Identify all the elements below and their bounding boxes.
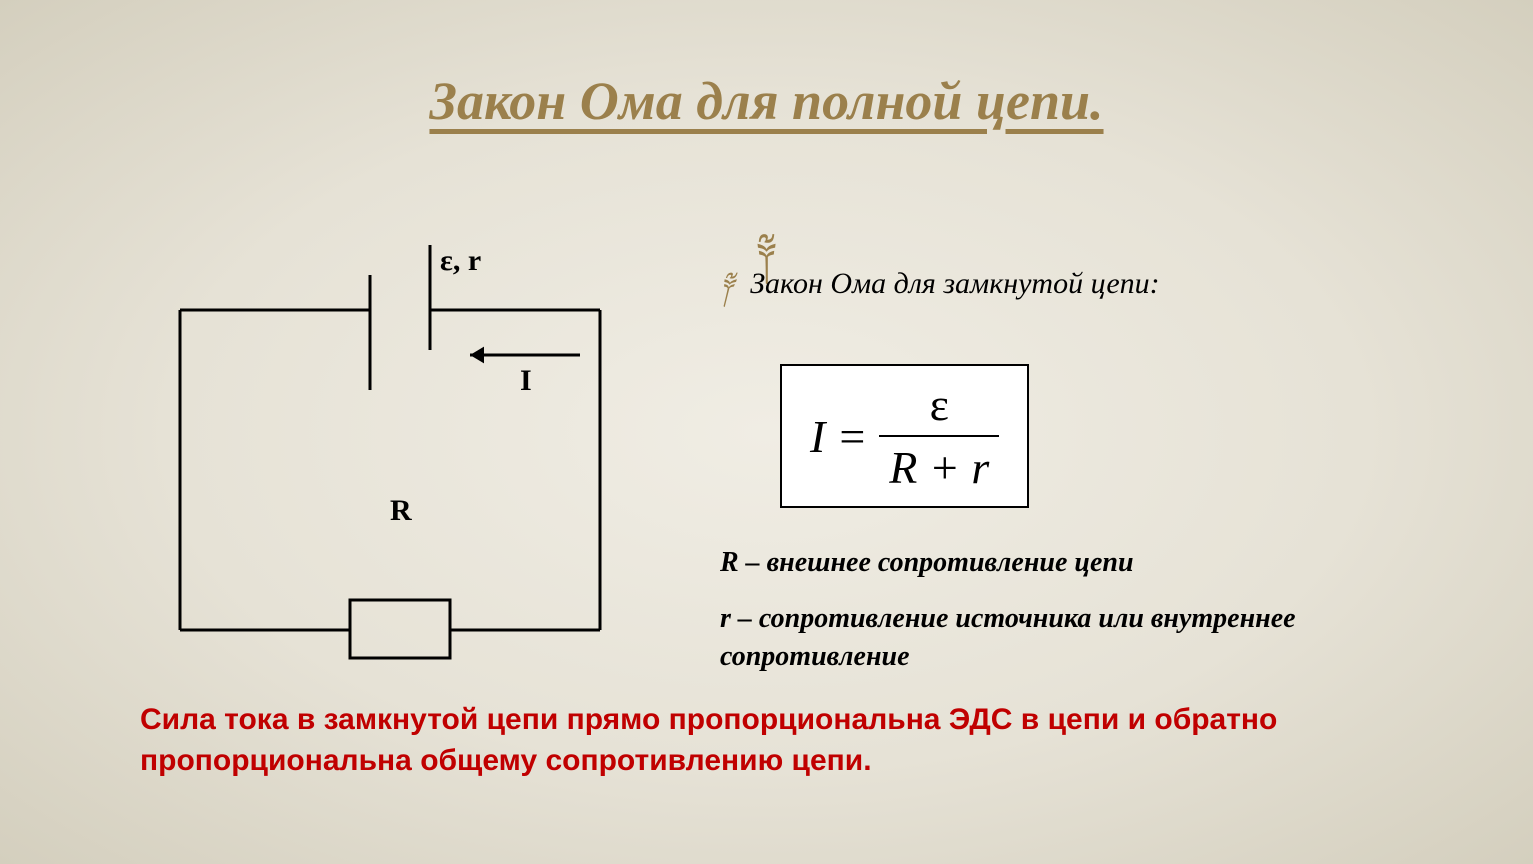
svg-text:I: I <box>520 364 532 397</box>
formula-eq: = <box>839 410 865 463</box>
legend-r: r – сопротивление источника или внутренн… <box>720 600 1440 676</box>
circuit-diagram: ε, r I R <box>140 240 640 660</box>
formula-row: I = ε R + r <box>810 378 999 494</box>
legend-R: R – внешнее сопротивление цепи <box>720 544 1440 582</box>
formula-numerator: ε <box>920 378 959 435</box>
svg-text:R: R <box>390 494 412 527</box>
formula-lhs: I <box>810 410 825 463</box>
law-statement: Сила тока в замкнутой цепи прямо пропорц… <box>140 700 1420 781</box>
circuit-svg: ε, r I R <box>140 240 640 660</box>
subheading-text: Закон Ома для замкнутой цепи: <box>750 267 1159 300</box>
formula-denominator: R + r <box>879 435 999 494</box>
right-column: ༈ Закон Ома для замкнутой цепи: I = ε R … <box>720 250 1440 693</box>
slide-title: Закон Ома для полной цепи. <box>0 70 1533 132</box>
svg-text:ε, r: ε, r <box>440 244 481 277</box>
ornament-bullet-icon: ༈ <box>720 267 735 300</box>
subheading-row: ༈ Закон Ома для замкнутой цепи: <box>720 250 1440 334</box>
formula-box: I = ε R + r <box>780 364 1029 508</box>
formula-fraction: ε R + r <box>879 378 999 494</box>
